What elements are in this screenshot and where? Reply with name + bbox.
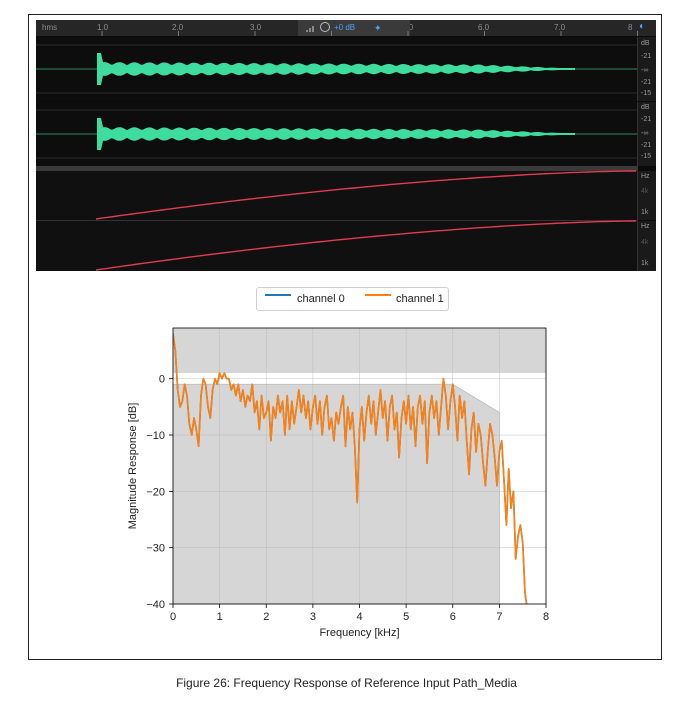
y-tick-label: 0 [159, 374, 165, 386]
channel-2-spectrogram-background [36, 221, 638, 271]
scale-label: Hz [641, 173, 650, 180]
legend-swatch-channel-0 [265, 294, 291, 296]
scale-label: -∞ [641, 67, 649, 74]
x-tick-label: 1 [217, 611, 223, 623]
y-tick-label: −40 [146, 599, 165, 611]
y-tick-label: −20 [146, 486, 165, 498]
scale-label: -∞ [641, 130, 649, 137]
time-tick-label: 6.0 [478, 23, 490, 32]
level-meter-icon[interactable] [306, 24, 316, 32]
scale-label: 4k [641, 188, 649, 195]
headphones-icon[interactable]: ◖ [638, 21, 645, 32]
scale-label: -21 [641, 142, 652, 149]
time-tick-label: 8 [628, 23, 633, 32]
transport-controls: +0 dB [298, 20, 410, 36]
time-tick-label: 7.0 [554, 23, 566, 32]
figure-caption: Figure 26: Frequency Response of Referen… [176, 676, 517, 690]
tracks-canvas[interactable] [36, 20, 656, 271]
channel-1-track-waveform [97, 53, 575, 85]
pin-icon[interactable]: ✦ [374, 23, 382, 33]
scale-label: dB [641, 104, 650, 111]
scale-label: dB [641, 40, 650, 47]
track-divider [36, 220, 638, 221]
scale-label: -21 [641, 79, 652, 86]
x-tick-label: 5 [403, 611, 409, 623]
scale-label: 1k [641, 209, 649, 216]
x-tick-label: 7 [496, 611, 502, 623]
scale-label: -21 [641, 53, 652, 60]
y-tick-label: −10 [146, 430, 165, 442]
x-tick-label: 0 [170, 611, 176, 623]
time-ruler[interactable]: hms 1.0 2.0 3.0 5.0 6.0 7.0 8 +0 dB ✦ ◖ [36, 20, 656, 36]
scale-label: Hz [641, 223, 650, 230]
y-axis-label: Magnitude Response [dB] [127, 403, 139, 530]
track-divider [36, 166, 638, 171]
channel-1-spectrogram-background [36, 171, 638, 220]
y-tick-label: −30 [146, 543, 165, 555]
x-tick-label: 2 [263, 611, 269, 623]
amplitude-scale-ch1: dB -21 -∞ -21 -15 [637, 37, 656, 101]
x-tick-label: 8 [543, 611, 549, 623]
time-unit-label: hms [42, 23, 58, 32]
channel-2-spectrogram-chirp-trace [95, 220, 636, 271]
scale-label: 1k [641, 260, 649, 267]
frequency-scale-ch1: Hz 4k 1k [637, 171, 656, 220]
legend-swatch-channel-1 [365, 294, 391, 296]
channel-1-spectrogram-chirp-trace [95, 170, 636, 220]
time-tick-label: 1.0 [97, 23, 109, 32]
scale-label: -15 [641, 153, 652, 160]
x-axis-label: Frequency [kHz] [319, 627, 399, 639]
channel-2-track-waveform [97, 118, 575, 150]
legend-label-channel-0: channel 0 [297, 293, 345, 305]
gain-readout[interactable]: +0 dB [334, 23, 356, 32]
chart-legend: channel 0 channel 1 [256, 287, 449, 311]
scale-label: 4k [641, 239, 649, 246]
amplitude-scale-ch2: dB -21 -∞ -21 -15 [637, 102, 656, 166]
scale-label: -21 [641, 116, 652, 123]
time-tick-label: 3.0 [250, 23, 262, 32]
scale-label: -15 [641, 90, 652, 97]
x-tick-label: 6 [450, 611, 456, 623]
legend-label-channel-1: channel 1 [396, 293, 444, 305]
x-tick-label: 4 [356, 611, 362, 623]
clock-icon[interactable] [320, 22, 330, 32]
series-line-channel-1 [173, 333, 528, 604]
x-tick-label: 3 [310, 611, 316, 623]
time-tick-label: 2.0 [172, 23, 184, 32]
frequency-scale-ch2: Hz 4k 1k [637, 221, 656, 271]
audio-editor-panel: hms 1.0 2.0 3.0 5.0 6.0 7.0 8 +0 dB ✦ ◖ … [36, 20, 656, 271]
